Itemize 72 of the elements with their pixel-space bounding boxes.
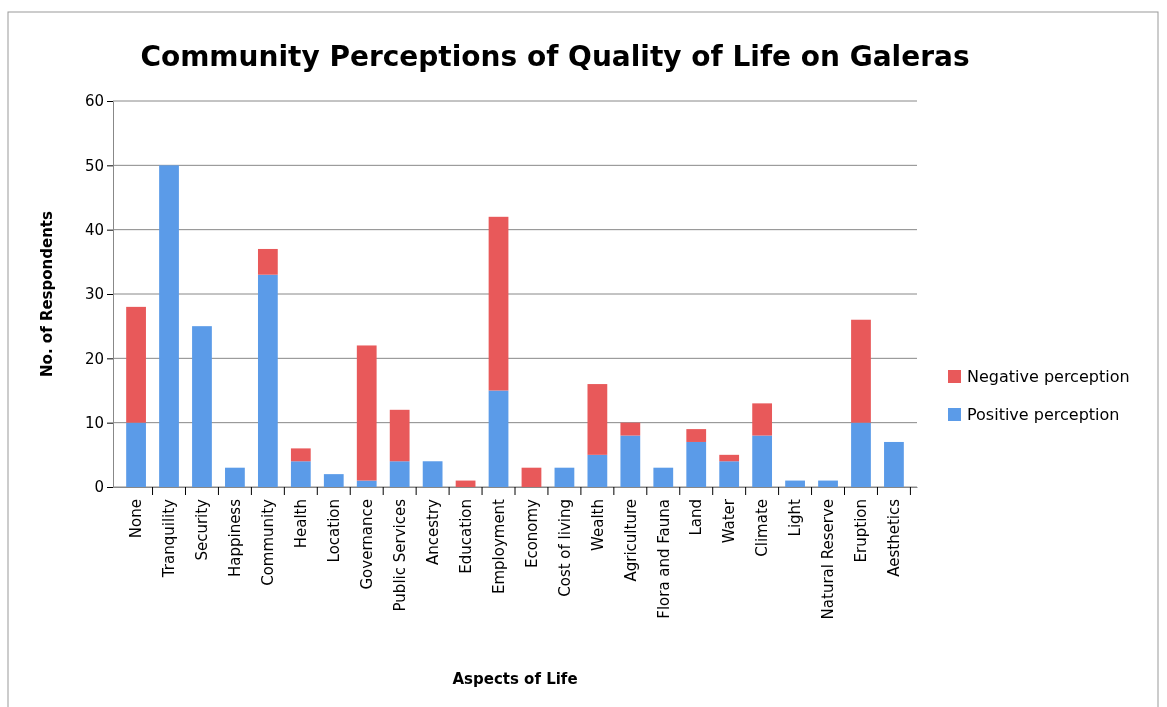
bar [818, 480, 838, 487]
bar [257, 274, 278, 487]
bar [620, 435, 641, 487]
bar [323, 474, 344, 487]
x-tick-label: Employment [489, 498, 508, 595]
bar [126, 306, 146, 423]
bar [290, 461, 311, 487]
x-tick-label: Agriculture [621, 499, 640, 582]
bar [455, 480, 476, 487]
legend-label: Negative perception [967, 367, 1130, 386]
x-tick-label: Light [786, 498, 805, 537]
bar [159, 165, 179, 487]
bar [785, 480, 805, 487]
bar [719, 454, 740, 462]
chart-title: Community Perceptions of Quality of Life on Galeras [140, 40, 970, 73]
bar [356, 345, 377, 481]
bar [587, 384, 608, 455]
x-tick-label: Climate [753, 499, 772, 557]
bar [719, 461, 740, 487]
bar [290, 448, 311, 462]
x-axis-title: Aspects of Life [452, 670, 578, 688]
x-tick-label: Community [259, 498, 278, 586]
x-tick-label: Health [292, 499, 311, 549]
y-axis-title: No. of Respondents [38, 210, 56, 377]
bar [225, 467, 245, 487]
x-tick-label: Natural Reserve [819, 499, 838, 620]
bar [192, 326, 212, 487]
bar [422, 461, 443, 487]
x-tick-label: Wealth [588, 499, 607, 551]
bar [389, 409, 410, 462]
y-tick-label: 60 [84, 92, 104, 111]
x-tick-label: Economy [522, 498, 541, 569]
bar [257, 248, 278, 275]
x-tick-label: Tranquility [160, 498, 179, 579]
bar [851, 319, 871, 423]
y-tick-label: 30 [84, 285, 104, 304]
y-tick-label: 40 [84, 220, 104, 239]
y-tick-label: 0 [94, 478, 104, 497]
x-tick-label: Public Services [390, 498, 409, 612]
x-tick-label: Water [720, 498, 739, 544]
x-tick-label: Location [325, 499, 344, 563]
x-tick-label: Land [687, 499, 706, 536]
bar [884, 441, 904, 487]
x-tick-label: Cost of living [555, 499, 574, 597]
bar [126, 422, 146, 487]
bar [587, 454, 608, 487]
bar [653, 467, 674, 487]
x-tick-label: Security [193, 498, 212, 561]
y-tick-label: 20 [84, 349, 104, 368]
bar [752, 403, 773, 436]
bar [356, 480, 377, 487]
bar [488, 216, 509, 391]
bar [752, 435, 773, 487]
bar [686, 429, 707, 442]
x-tick-label: Flora and Fauna [654, 499, 673, 619]
bar [620, 422, 641, 436]
bar [686, 441, 707, 487]
x-tick-label: Eruption [852, 499, 871, 563]
bar [488, 390, 509, 487]
bar [389, 461, 410, 487]
y-tick-label: 10 [84, 413, 104, 432]
y-tick-label: 50 [84, 156, 104, 175]
x-tick-label: Aesthetics [885, 498, 904, 577]
bar [554, 467, 575, 487]
bar [851, 422, 871, 487]
x-tick-label: Governance [357, 499, 376, 590]
x-tick-label: None [127, 499, 146, 539]
x-tick-label: Ancestry [423, 498, 442, 565]
x-tick-label: Education [456, 499, 475, 574]
bar [521, 467, 542, 487]
legend-label: Positive perception [967, 405, 1120, 424]
x-tick-label: Happiness [226, 498, 245, 578]
